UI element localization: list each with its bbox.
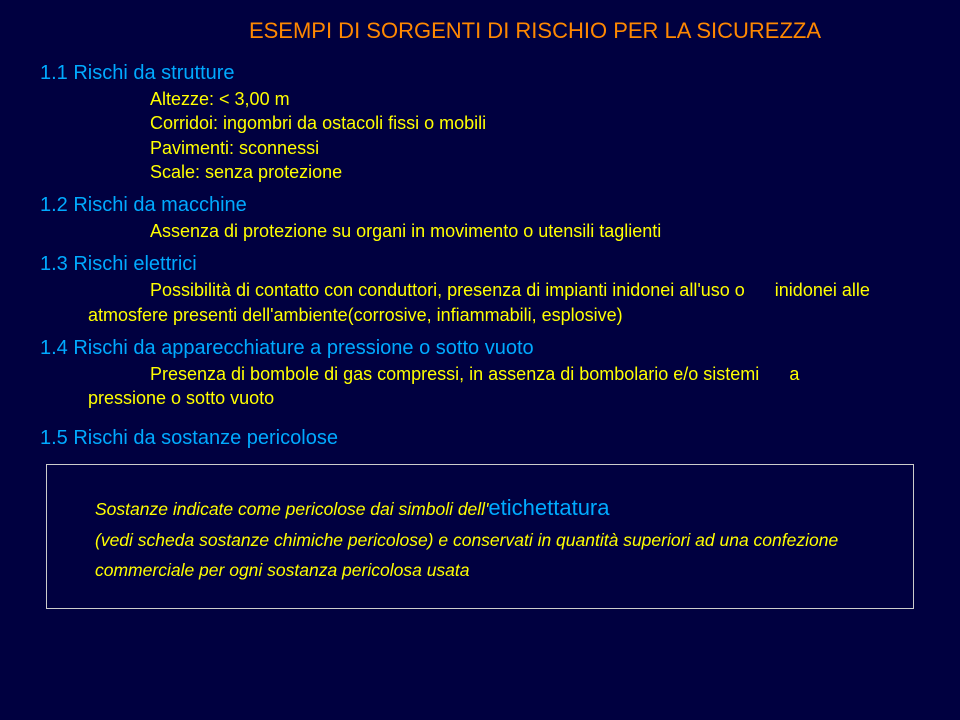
box-prefix: Sostanze indicate come pericolose dai si… bbox=[95, 499, 488, 519]
section-1-line: Corridoi: ingombri da ostacoli fissi o m… bbox=[150, 111, 920, 135]
section-4-line2: pressione o sotto vuoto bbox=[88, 388, 274, 408]
section-3-line1a: Possibilità di contatto con conduttori, … bbox=[150, 280, 745, 300]
section-4-line1b: a bbox=[789, 364, 799, 384]
box-keyword: etichettatura bbox=[488, 495, 609, 520]
section-1-heading: 1.1 Rischi da strutture bbox=[40, 62, 920, 85]
section-3-heading: 1.3 Rischi elettrici bbox=[40, 253, 920, 276]
section-5-box: Sostanze indicate come pericolose dai si… bbox=[46, 464, 914, 609]
section-4-body: Presenza di bombole di gas compressi, in… bbox=[88, 362, 920, 411]
section-2-body: Assenza di protezione su organi in movim… bbox=[150, 219, 920, 243]
section-5-box-text: Sostanze indicate come pericolose dai si… bbox=[95, 489, 883, 586]
section-3-line1b: inidonei alle bbox=[775, 280, 870, 300]
box-rest: (vedi scheda sostanze chimiche pericolos… bbox=[95, 530, 838, 580]
section-1-line: Scale: senza protezione bbox=[150, 160, 920, 184]
slide-title: ESEMPI DI SORGENTI DI RISCHIO PER LA SIC… bbox=[150, 18, 920, 44]
section-1-line: Altezze: < 3,00 m bbox=[150, 87, 920, 111]
section-1-line: Pavimenti: sconnessi bbox=[150, 136, 920, 160]
section-1-body: Altezze: < 3,00 m Corridoi: ingombri da … bbox=[150, 87, 920, 184]
section-3-line2: atmosfere presenti dell'ambiente(corrosi… bbox=[88, 305, 623, 325]
section-4-heading: 1.4 Rischi da apparecchiature a pression… bbox=[40, 337, 920, 360]
section-2-heading: 1.2 Rischi da macchine bbox=[40, 194, 920, 217]
section-4-line1a: Presenza di bombole di gas compressi, in… bbox=[150, 364, 759, 384]
section-3-body: Possibilità di contatto con conduttori, … bbox=[88, 278, 920, 327]
section-5-heading: 1.5 Rischi da sostanze pericolose bbox=[40, 427, 920, 450]
